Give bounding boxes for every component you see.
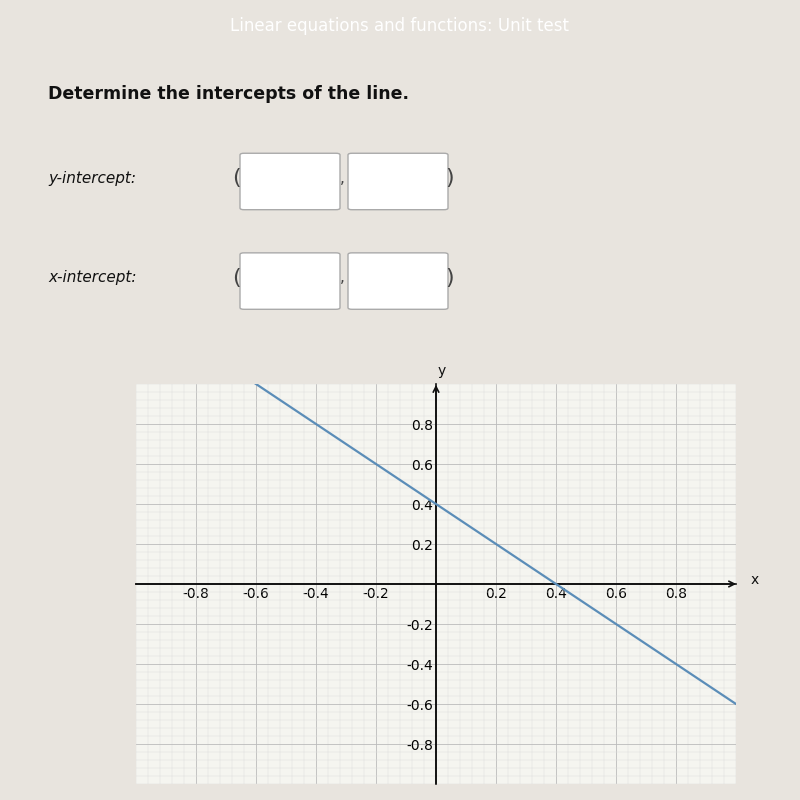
Text: Determine the intercepts of the line.: Determine the intercepts of the line. [48, 86, 409, 103]
Text: ): ) [446, 168, 454, 188]
FancyBboxPatch shape [240, 154, 340, 210]
FancyBboxPatch shape [348, 253, 448, 310]
Text: x: x [751, 573, 759, 587]
FancyBboxPatch shape [348, 154, 448, 210]
Text: (: ( [232, 168, 240, 188]
Text: y: y [438, 364, 446, 378]
FancyBboxPatch shape [240, 253, 340, 310]
Text: ,: , [340, 270, 345, 286]
Text: y-intercept:: y-intercept: [48, 170, 136, 186]
Text: ,: , [340, 170, 345, 186]
Text: Linear equations and functions: Unit test: Linear equations and functions: Unit tes… [230, 17, 570, 35]
Text: (: ( [232, 268, 240, 288]
Text: ): ) [446, 268, 454, 288]
Text: x-intercept:: x-intercept: [48, 270, 137, 286]
